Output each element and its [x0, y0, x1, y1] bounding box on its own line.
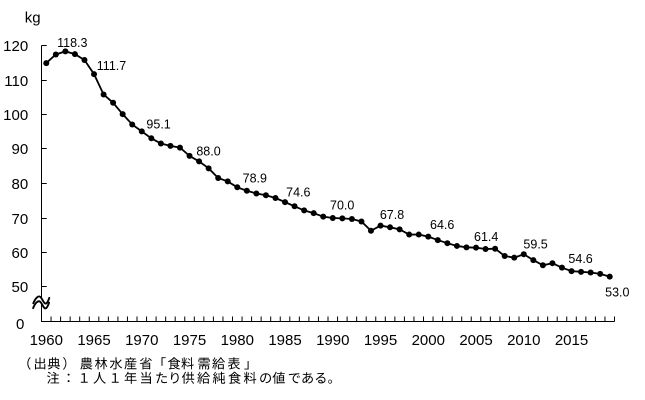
svg-text:1990: 1990 — [316, 332, 349, 349]
svg-text:70.0: 70.0 — [330, 199, 354, 213]
svg-text:61.4: 61.4 — [474, 230, 498, 244]
svg-text:111.7: 111.7 — [97, 59, 126, 73]
svg-text:kg: kg — [25, 10, 41, 27]
svg-text:74.6: 74.6 — [286, 185, 310, 199]
svg-text:80: 80 — [12, 176, 29, 193]
svg-text:1995: 1995 — [364, 332, 397, 349]
svg-text:88.0: 88.0 — [196, 144, 220, 158]
svg-text:2005: 2005 — [459, 332, 492, 349]
svg-text:50: 50 — [12, 279, 29, 296]
svg-text:2010: 2010 — [507, 332, 540, 349]
svg-text:64.6: 64.6 — [430, 218, 454, 232]
svg-text:110: 110 — [4, 73, 28, 90]
svg-text:60: 60 — [12, 245, 29, 262]
svg-text:1965: 1965 — [77, 332, 110, 349]
svg-text:54.6: 54.6 — [568, 252, 592, 266]
svg-text:70: 70 — [12, 211, 29, 228]
svg-text:78.9: 78.9 — [243, 171, 267, 185]
svg-text:0: 0 — [16, 316, 24, 333]
svg-text:95.1: 95.1 — [146, 117, 170, 131]
svg-text:2015: 2015 — [555, 332, 588, 349]
svg-text:1975: 1975 — [173, 332, 206, 349]
svg-text:1960: 1960 — [30, 332, 63, 349]
svg-text:67.8: 67.8 — [380, 208, 404, 222]
svg-text:1970: 1970 — [125, 332, 158, 349]
svg-text:1985: 1985 — [268, 332, 301, 349]
svg-text:90: 90 — [12, 141, 29, 158]
svg-text:59.5: 59.5 — [523, 238, 547, 252]
svg-text:53.0: 53.0 — [605, 285, 629, 299]
svg-text:1980: 1980 — [221, 332, 254, 349]
svg-text:118.3: 118.3 — [57, 36, 87, 50]
svg-text:2000: 2000 — [412, 332, 445, 349]
svg-text:100: 100 — [3, 107, 28, 124]
svg-text:120: 120 — [3, 38, 28, 55]
